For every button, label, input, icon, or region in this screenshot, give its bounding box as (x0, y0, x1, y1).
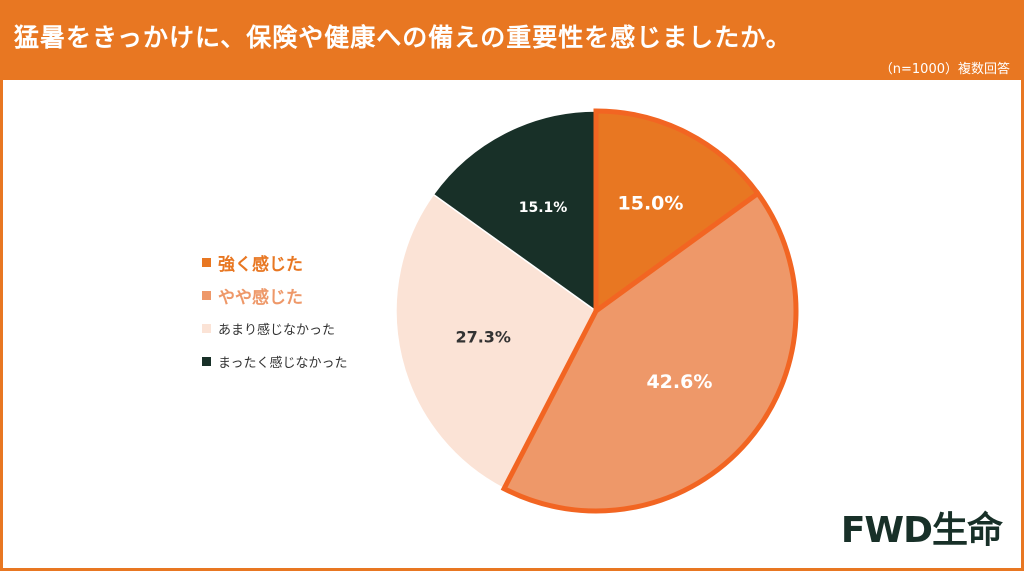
pie-slice-not-at-all (432, 110, 597, 313)
highlight-outline-somewhat (500, 189, 799, 514)
slice-label-strong: 15.0% (618, 193, 684, 215)
slice-label-not-much: 27.3% (455, 328, 511, 347)
highlight-outline-strong (593, 108, 760, 311)
legend-label-strong: 強く感じた (218, 255, 303, 275)
legend-swatch-somewhat (202, 291, 211, 300)
legend-label-not-at-all: まったく感じなかった (218, 356, 348, 371)
chart-title: 猛暑をきっかけに、保険や健康への備えの重要性を感じましたか。 (14, 23, 792, 52)
legend-item-not-at-all: まったく感じなかった (202, 345, 347, 378)
legend-item-strong: 強く感じた (202, 246, 347, 279)
legend-swatch-strong (202, 258, 211, 267)
legend-swatch-not-much (202, 324, 211, 333)
chart-subtitle: （n=1000）複数回答 (879, 62, 1010, 77)
legend-label-somewhat: やや感じた (218, 288, 303, 308)
fwd-logo: FWD生命 (840, 501, 1003, 553)
header-bar: 猛暑をきっかけに、保険や健康への備えの重要性を感じましたか。 （n=1000）複… (0, 0, 1024, 80)
slice-label-somewhat: 42.6% (646, 371, 712, 393)
legend-item-not-much: あまり感じなかった (202, 312, 347, 345)
logo-text: FWD生命 (840, 510, 1003, 551)
legend-item-somewhat: やや感じた (202, 279, 347, 312)
legend-swatch-not-at-all (202, 357, 211, 366)
legend: 強く感じた やや感じた あまり感じなかった まったく感じなかった (202, 246, 347, 378)
slice-label-not-at-all: 15.1% (519, 200, 568, 216)
legend-label-not-much: あまり感じなかった (218, 323, 336, 338)
pie-slice-not-much (395, 193, 597, 490)
